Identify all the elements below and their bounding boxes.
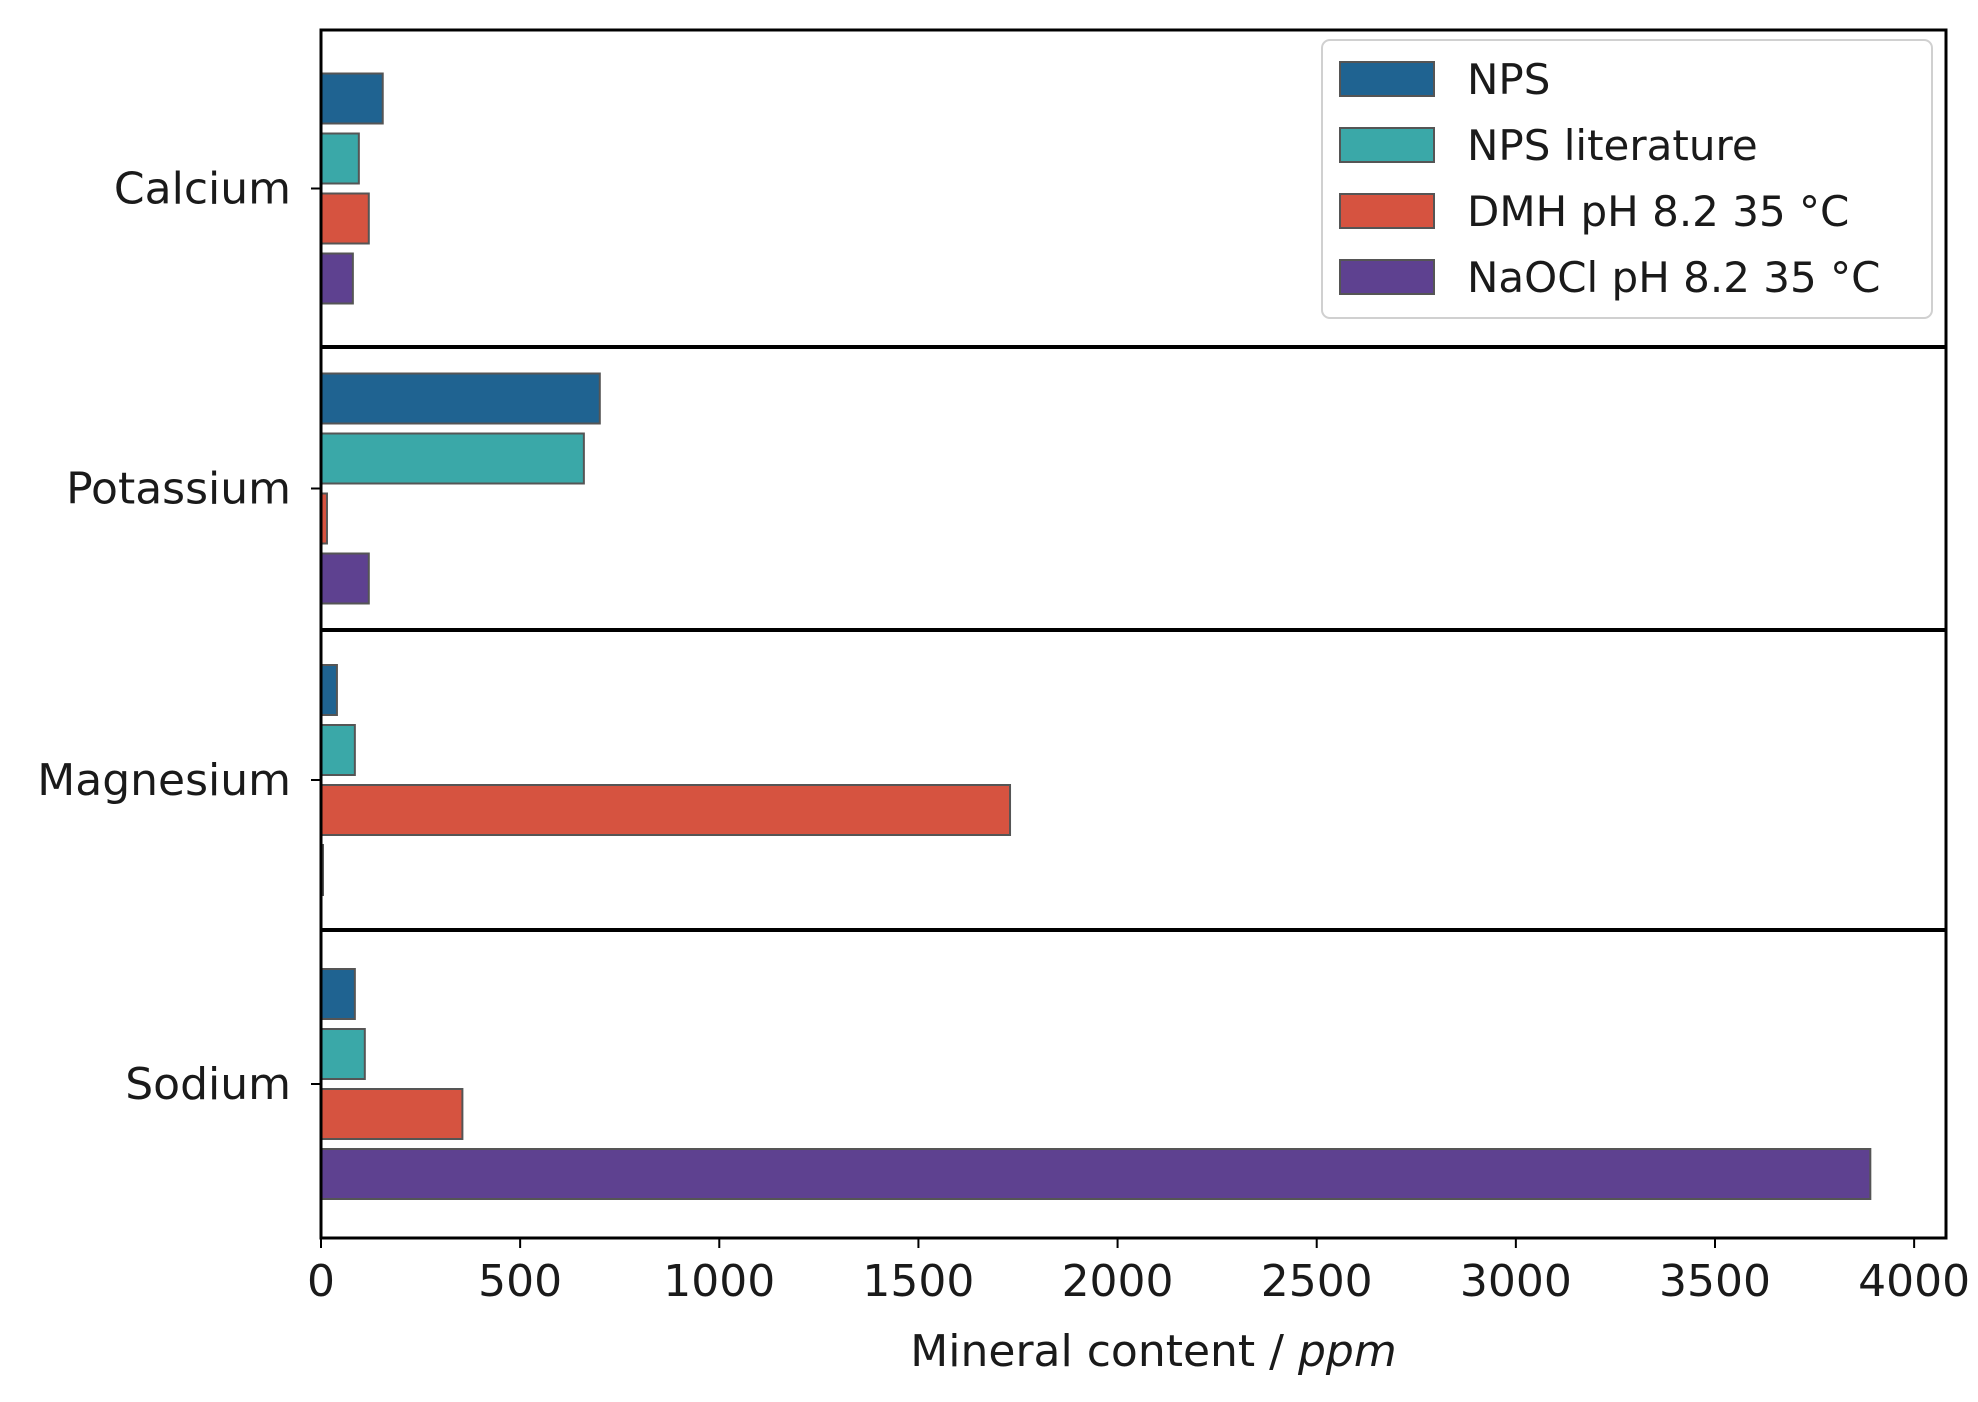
bar-magnesium-nps-literature — [320, 724, 356, 776]
bar-sodium-dmh-ph-8-2-35-c — [320, 1088, 464, 1140]
plot-frame — [319, 28, 1948, 1240]
x-tick-label-2500: 2500 — [1261, 1256, 1373, 1307]
bar-sodium-nps — [320, 968, 356, 1020]
legend-label-2: NPS literature — [1467, 121, 1758, 170]
y-tick-label-potassium: Potassium — [66, 464, 291, 515]
legend-swatch-4 — [1339, 259, 1435, 295]
y-tick-label-calcium: Calcium — [114, 164, 291, 215]
bar-calcium-naocl-ph-8-2-35-c — [320, 252, 354, 305]
x-axis-label-unit: ppm — [1297, 1326, 1397, 1377]
x-tick-label-4000: 4000 — [1858, 1256, 1970, 1307]
legend-label-3: DMH pH 8.2 35 °C — [1467, 187, 1849, 236]
x-tick-label-1500: 1500 — [862, 1256, 974, 1307]
bar-sodium-nps-literature — [320, 1028, 366, 1080]
x-axis-label-text: Mineral content / — [910, 1326, 1298, 1377]
bar-calcium-nps-literature — [320, 132, 360, 185]
category-separators — [321, 345, 1946, 932]
legend-swatch-2 — [1339, 127, 1435, 163]
bar-magnesium-nps — [320, 664, 338, 716]
bar-calcium-nps — [320, 72, 384, 125]
legend-label-1: NPS — [1467, 55, 1550, 104]
x-tick-label-500: 500 — [478, 1256, 562, 1307]
x-tick-label-1000: 1000 — [663, 1256, 775, 1307]
bar-sodium-naocl-ph-8-2-35-c — [320, 1148, 1872, 1200]
bar-magnesium-dmh-ph-8-2-35-c — [320, 784, 1012, 836]
bar-potassium-nps — [320, 372, 601, 425]
legend-swatch-1 — [1339, 61, 1435, 97]
x-axis-label: Mineral content / ppm — [910, 1326, 1396, 1377]
x-tick-label-3500: 3500 — [1659, 1256, 1771, 1307]
y-tick-label-magnesium: Magnesium — [37, 755, 291, 806]
bar-potassium-naocl-ph-8-2-35-c — [320, 552, 370, 605]
bar-potassium-nps-literature — [320, 432, 585, 485]
legend-swatch-3 — [1339, 193, 1435, 229]
x-tick-label-2000: 2000 — [1062, 1256, 1174, 1307]
legend: NPS NPS literature DMH pH 8.2 35 °C NaOCl p… — [1321, 39, 1933, 319]
y-tick-label-sodium: Sodium — [125, 1059, 291, 1110]
bars — [320, 72, 1872, 1200]
x-tick-label-3000: 3000 — [1460, 1256, 1572, 1307]
bar-calcium-dmh-ph-8-2-35-c — [320, 192, 370, 245]
y-axis-ticks: Calcium Potassium Magnesium Sodium — [37, 164, 321, 1110]
x-axis-ticks: 0 500 1000 1500 2000 2500 3000 3500 4000 — [307, 1238, 1970, 1307]
legend-box — [1321, 39, 1933, 319]
x-tick-label-0: 0 — [307, 1256, 335, 1307]
legend-label-4: NaOCl pH 8.2 35 °C — [1467, 253, 1880, 302]
